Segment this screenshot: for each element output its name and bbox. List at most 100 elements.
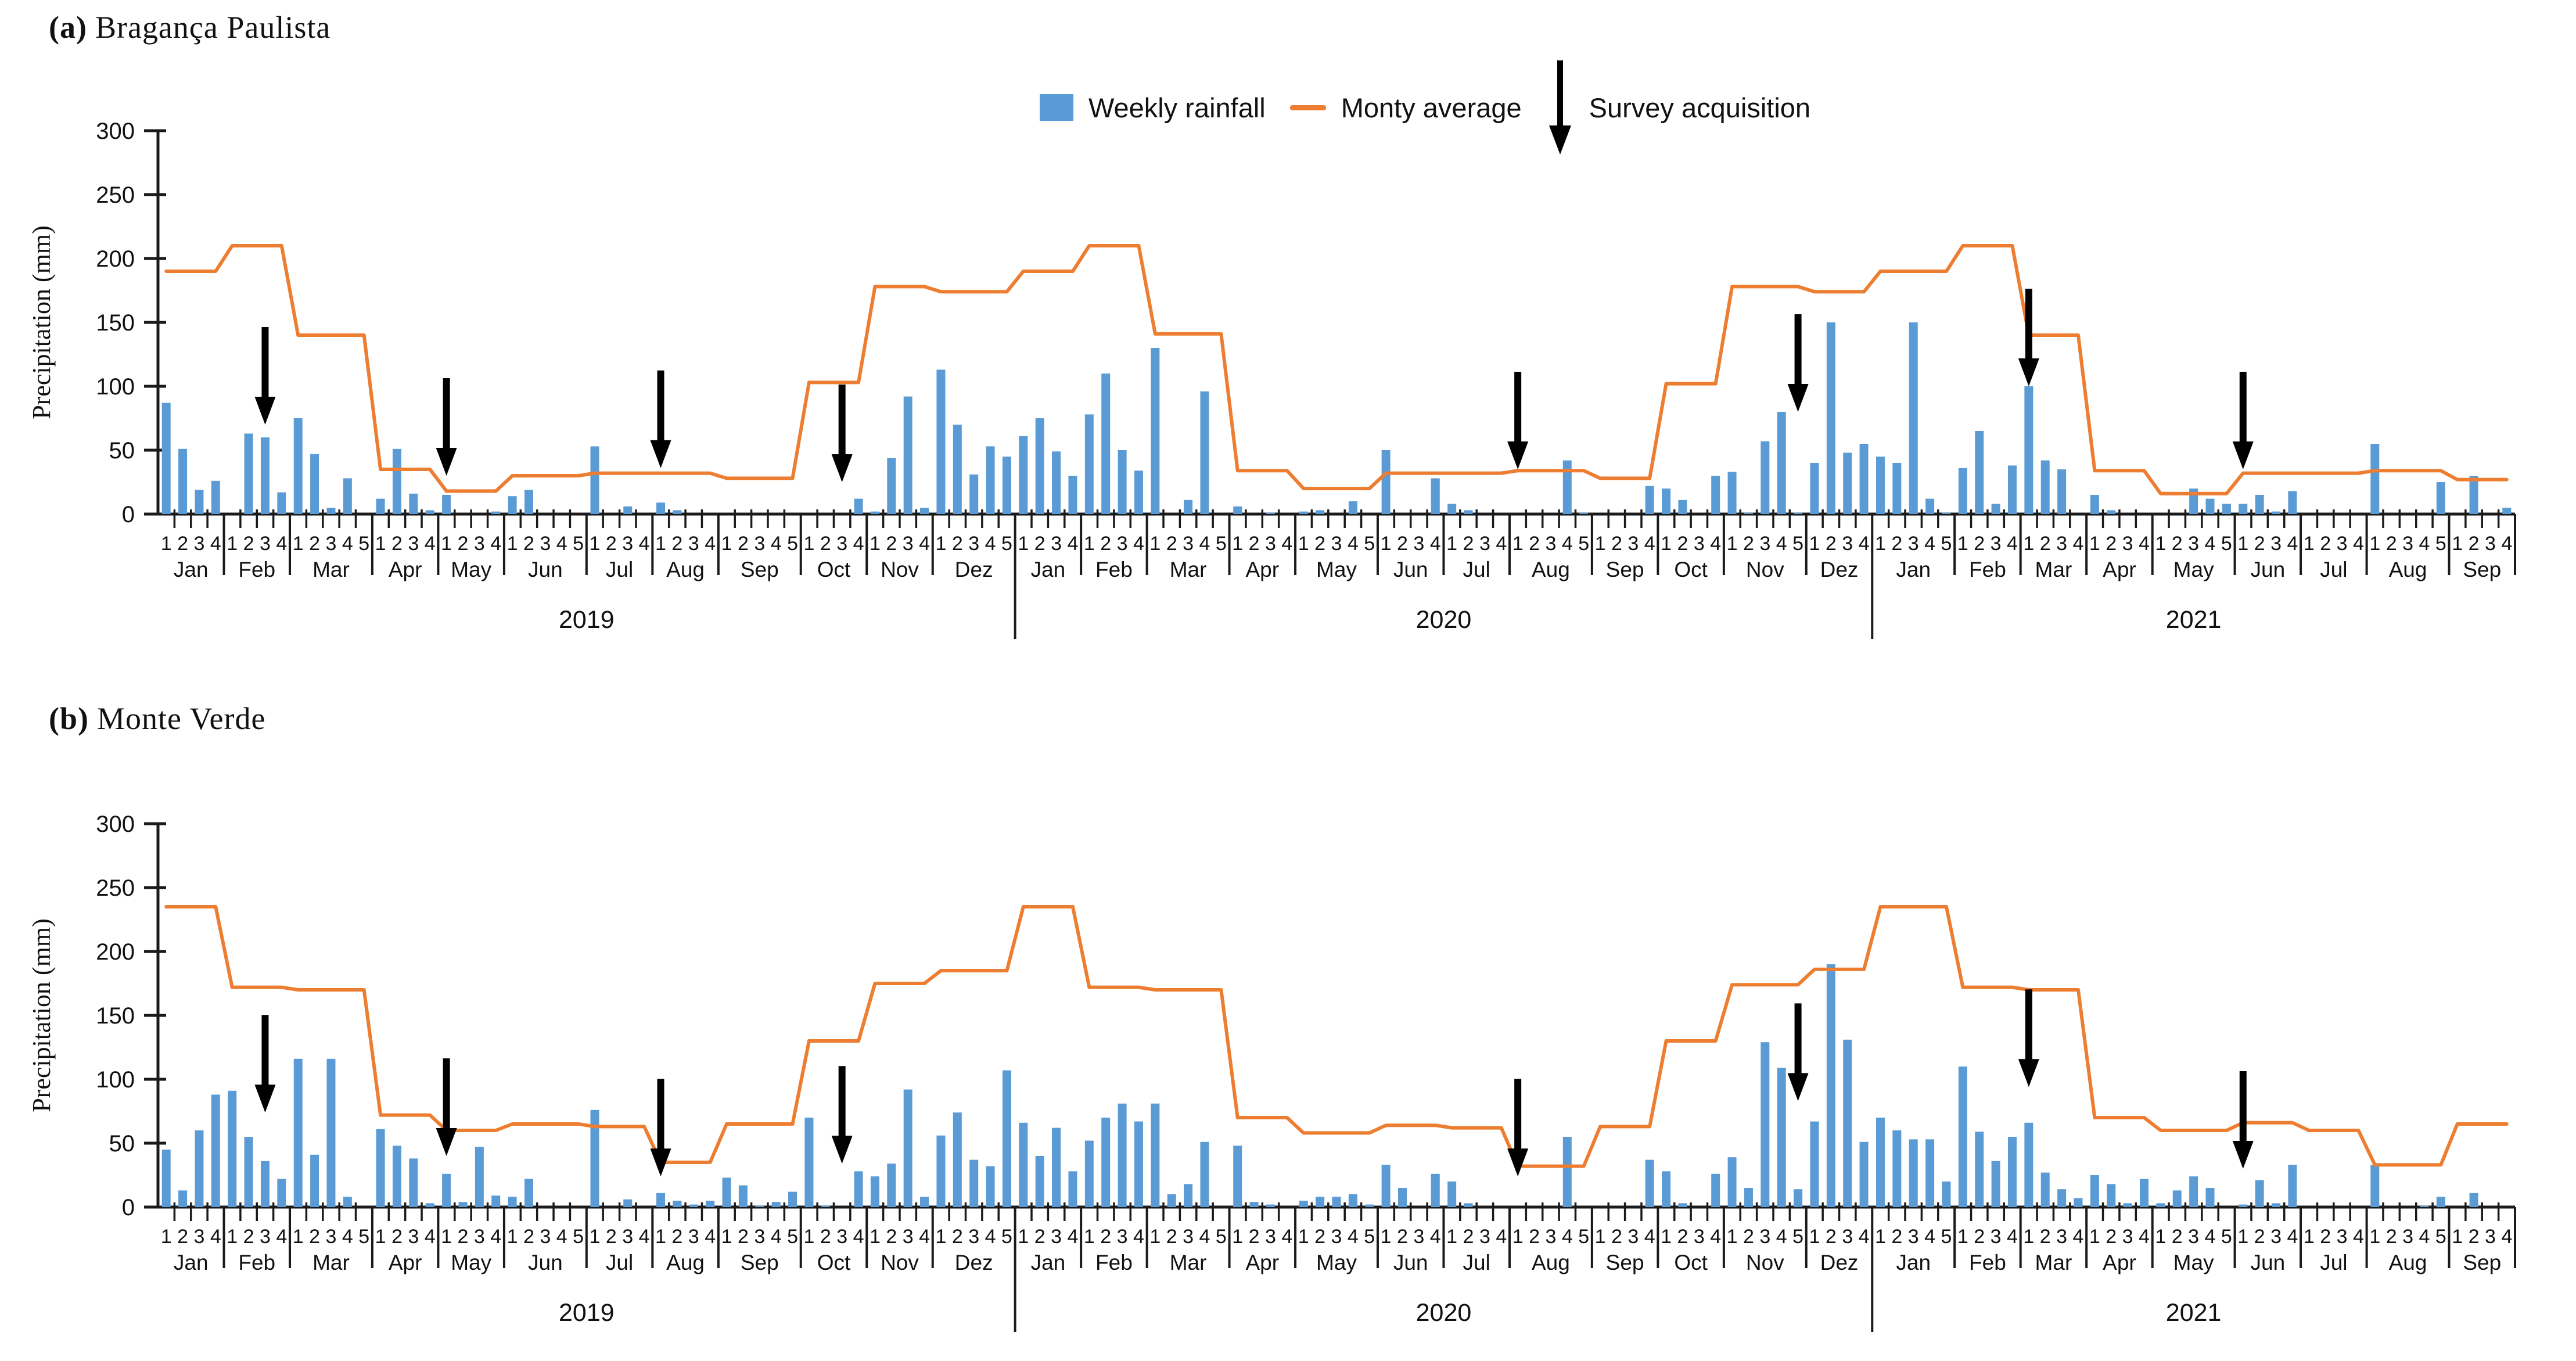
week-number: 1: [590, 1226, 601, 1248]
week-number: 1: [1018, 1226, 1029, 1248]
week-number: 2: [820, 1226, 831, 1248]
weekly-rainfall-bar: [738, 1185, 748, 1207]
weekly-rainfall-bar: [1859, 1141, 1869, 1207]
week-number: 4: [853, 1226, 864, 1248]
week-number: 3: [622, 1226, 633, 1248]
month-label: Jun: [1393, 558, 1428, 581]
week-number: 3: [540, 533, 551, 555]
weekly-rainfall-bar: [1991, 1161, 2000, 1207]
week-number: 3: [260, 533, 271, 555]
weekly-rainfall-bar: [2107, 1184, 2116, 1207]
week-number: 4: [2073, 533, 2084, 555]
week-number: 1: [2023, 533, 2034, 555]
week-number: 1: [161, 533, 172, 555]
week-number: 3: [1759, 1226, 1770, 1248]
survey-arrow: [1787, 1003, 1809, 1101]
week-number: 2: [2106, 533, 2117, 555]
weekly-rainfall-bar: [442, 1173, 451, 1207]
weekly-rainfall-bar: [491, 1195, 501, 1207]
week-number: 5: [787, 533, 798, 555]
week-number: 2: [458, 533, 469, 555]
month-label: Dez: [1820, 558, 1859, 581]
week-number: 4: [2353, 1226, 2364, 1248]
weekly-rainfall-bar: [2436, 482, 2445, 514]
weekly-rainfall-bar: [1876, 457, 1885, 514]
week-number: 4: [2419, 533, 2430, 555]
y-tick-label: 200: [96, 246, 135, 272]
y-tick-label: 300: [96, 118, 135, 144]
week-number: 2: [886, 1226, 897, 1248]
week-number: 1: [2237, 1226, 2248, 1248]
weekly-rainfall-bar: [1348, 1194, 1357, 1207]
weekly-rainfall-bar: [260, 1161, 270, 1207]
weekly-rainfall-bar: [1118, 450, 1127, 514]
month-label: May: [1316, 558, 1357, 581]
week-number: 2: [1529, 1226, 1540, 1248]
week-number: 3: [2270, 533, 2282, 555]
weekly-rainfall-bar: [1019, 1122, 1028, 1207]
week-number: 3: [1694, 1226, 1705, 1248]
weekly-rainfall-bar: [2074, 1198, 2083, 1207]
weekly-rainfall-bar: [1035, 418, 1044, 514]
week-number: 4: [1199, 1226, 1210, 1248]
weekly-rainfall-bar: [1052, 1127, 1061, 1207]
week-number: 4: [771, 1226, 782, 1248]
month-label: Jul: [606, 1251, 633, 1274]
weekly-rainfall-bar: [2436, 1197, 2445, 1207]
week-number: 3: [1051, 533, 1062, 555]
weekly-rainfall-bar: [1381, 1165, 1391, 1207]
weekly-rainfall-bar: [1958, 1066, 1967, 1207]
week-number: 2: [243, 533, 254, 555]
week-number: 4: [342, 1226, 353, 1248]
y-tick-label: 100: [96, 374, 135, 400]
week-number: 3: [1265, 533, 1276, 555]
week-number: 3: [1908, 1226, 1919, 1248]
month-label: Nov: [881, 558, 919, 581]
weekly-rainfall-bar: [277, 492, 286, 514]
week-number: 1: [1595, 1226, 1606, 1248]
week-number: 4: [919, 533, 930, 555]
weekly-rainfall-bar: [1794, 512, 1803, 514]
month-label: Dez: [955, 558, 993, 581]
weekly-rainfall-bar: [409, 493, 418, 514]
weekly-rainfall-bar: [1826, 964, 1835, 1207]
week-number: 3: [2056, 533, 2067, 555]
weekly-rainfall-bar: [1101, 374, 1111, 514]
month-label: Dez: [955, 1251, 993, 1274]
week-number: 1: [507, 533, 518, 555]
week-number: 4: [1710, 1226, 1721, 1248]
weekly-rainfall-bars: [161, 322, 2512, 514]
weekly-rainfall-bar: [2156, 1203, 2165, 1207]
weekly-rainfall-bar: [1645, 1159, 1654, 1207]
weekly-rainfall-bar: [195, 1130, 204, 1207]
weekly-rainfall-bar: [326, 508, 336, 514]
month-label: Mar: [2035, 558, 2072, 581]
week-number: 1: [2304, 1226, 2315, 1248]
week-number: 1: [655, 533, 666, 555]
week-number: 3: [754, 533, 765, 555]
weekly-rainfall-bar: [2007, 465, 2017, 514]
week-number: 4: [1133, 1226, 1144, 1248]
week-number: 3: [622, 533, 633, 555]
week-number: 1: [590, 533, 601, 555]
week-number: 5: [1578, 533, 1589, 555]
y-tick-label: 150: [96, 310, 135, 336]
panel-b-label: (b): [49, 701, 89, 736]
weekly-rainfall-bar: [2057, 1189, 2067, 1207]
weekly-rainfall-bar: [1266, 1204, 1275, 1207]
week-number: 4: [1924, 1226, 1935, 1248]
week-number: 2: [391, 1226, 403, 1248]
weekly-rainfall-bar: [2189, 1176, 2198, 1207]
down-arrow-icon: [1549, 60, 1571, 155]
week-number: 2: [1677, 1226, 1688, 1248]
week-number: 3: [326, 533, 337, 555]
weekly-rainfall-bar: [508, 1197, 517, 1207]
week-number: 3: [1479, 1226, 1490, 1248]
weekly-rainfall-bar: [277, 1179, 286, 1207]
week-number: 4: [1644, 1226, 1655, 1248]
weekly-rainfall-bar: [1727, 1157, 1737, 1207]
month-label: Feb: [1969, 558, 2006, 581]
weekly-rainfall-bar: [2172, 1190, 2182, 1207]
weekly-rainfall-bar: [425, 1203, 434, 1207]
weekly-rainfall-bar: [590, 446, 599, 514]
